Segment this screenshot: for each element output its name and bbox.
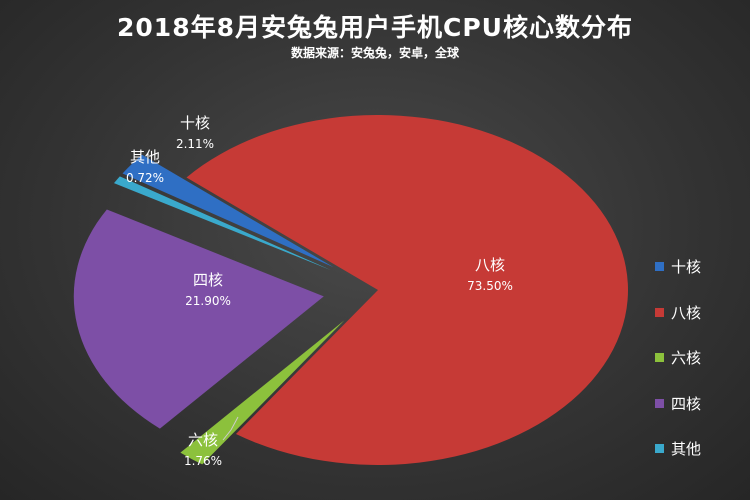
legend-swatch bbox=[655, 307, 664, 317]
data-label-name: 四核 bbox=[193, 271, 223, 289]
data-label-name: 八核 bbox=[475, 256, 505, 274]
chart-title: 2018年8月安兔兔用户手机CPU核心数分布 bbox=[117, 13, 633, 42]
data-label-value: 1.76% bbox=[184, 454, 222, 468]
legend-label: 其他 bbox=[671, 440, 702, 459]
data-label-name: 六核 bbox=[188, 431, 218, 449]
pie-slice-3 bbox=[73, 209, 324, 429]
data-label-value: 73.50% bbox=[467, 279, 513, 293]
leader-line bbox=[222, 416, 239, 441]
legend-item: 十核 bbox=[655, 244, 701, 290]
data-label-value: 21.90% bbox=[185, 294, 231, 308]
legend-label: 四核 bbox=[671, 394, 702, 413]
legend-swatch bbox=[655, 353, 664, 363]
legend-swatch bbox=[655, 398, 664, 408]
legend-item: 六核 bbox=[655, 335, 701, 381]
pie-slice-4 bbox=[113, 176, 331, 271]
pie-slice-1 bbox=[186, 114, 629, 465]
legend-label: 八核 bbox=[671, 303, 702, 322]
legend-item: 四核 bbox=[655, 381, 701, 427]
legend-swatch bbox=[655, 262, 664, 272]
legend-item: 八核 bbox=[655, 290, 701, 336]
legend-label: 十核 bbox=[671, 258, 702, 277]
data-label-name: 十核 bbox=[180, 114, 210, 132]
legend-item: 其他 bbox=[655, 426, 701, 472]
data-label-value: 2.11% bbox=[176, 137, 214, 151]
data-label-name: 其他 bbox=[130, 148, 160, 166]
legend-label: 六核 bbox=[671, 349, 702, 368]
pie-slice-0 bbox=[122, 154, 334, 268]
pie-slice-2 bbox=[180, 320, 345, 465]
data-label-value: 0.72% bbox=[126, 171, 164, 185]
legend: 十核八核六核四核其他 bbox=[655, 244, 701, 472]
chart-subtitle: 数据来源：安兔兔，安卓，全球 bbox=[290, 46, 459, 60]
legend-swatch bbox=[655, 444, 664, 454]
